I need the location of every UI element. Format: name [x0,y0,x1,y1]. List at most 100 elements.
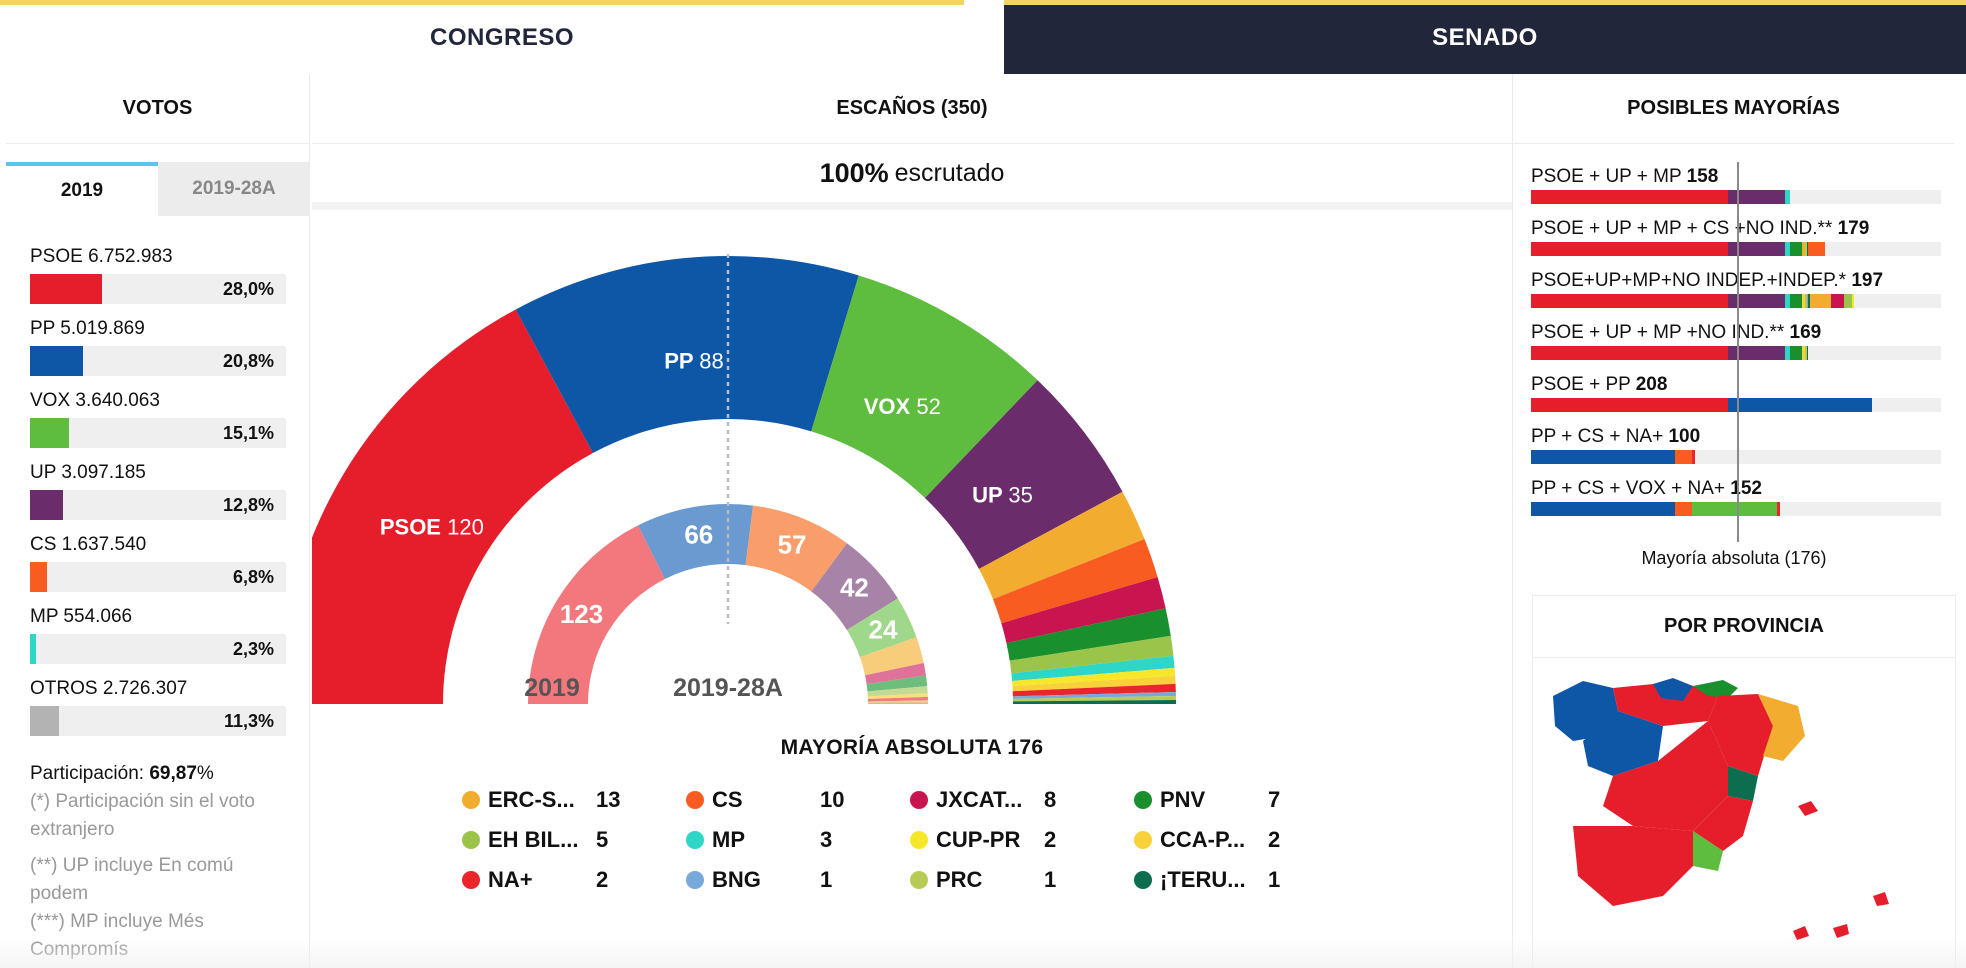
legend-count: 8 [1044,787,1057,812]
seat-arc-inner [859,637,924,676]
map-region-canarias-3 [1873,892,1889,906]
seat-arc-outer [515,256,859,454]
coalition-label: PSOE + UP + MP 158 [1531,166,1941,188]
legend-count: 2 [1044,827,1057,852]
coalition-bar-segment [1790,346,1802,360]
coalition-bar-segment [1727,242,1786,256]
note-up: (**) UP incluye En comú podem [30,855,234,904]
coalition-item: PSOE + UP + MP + CS +NO IND.** 179 [1531,218,1941,270]
map-region-catalonia [1758,694,1805,761]
coalition-total: 197 [1851,270,1884,291]
coalition-bar-segment [1675,450,1692,464]
map-region-south [1573,826,1693,906]
vote-bar-track: 15,1% [30,418,286,448]
votes-title: VOTOS [6,74,309,144]
spain-map[interactable] [1543,666,1943,956]
legend-party: PRC [936,867,983,892]
legend-count: 1 [1044,867,1057,892]
tab-year-2019-28a[interactable]: 2019-28A [158,162,310,216]
legend-dot [462,791,480,809]
legend-item: BNG 1 [686,866,910,894]
tab-senado[interactable]: SENADO [1004,0,1966,74]
map-region-murcia [1693,831,1723,871]
map-region-basque [1693,680,1738,698]
chamber-tabs: CONGRESO SENADO [0,0,1966,74]
legend-dot [462,871,480,889]
seat-arc-outer [1001,577,1166,644]
vote-pct: 6,8% [232,567,274,587]
coalition-item: PSOE + UP + MP +NO IND.** 169 [1531,322,1941,374]
coalition-total: 152 [1730,478,1762,499]
seat-arc-outer [1011,655,1175,682]
vote-party-label: PSOE 6.752.983 [30,246,173,267]
legend-party: PNV [1160,787,1206,812]
legend-dot [1134,791,1152,809]
vote-list: PSOE 6.752.983 28,0% PP 5.019.869 20,8% VOX … [30,246,292,750]
legend-dot [1134,831,1152,849]
seat-arc-outer [811,275,1038,499]
majority-threshold-line [1737,162,1739,542]
coalition-bar-segment [1785,242,1791,256]
legend-dot [910,831,928,849]
coalition-item: PSOE + PP 208 [1531,374,1941,426]
participation-unit: % [196,763,214,784]
majority-title-label: MAYORÍA ABSOLUTA [780,736,1002,759]
coalition-bar-segment [1777,502,1781,516]
legend-dot [1134,871,1152,889]
coalition-bar-segment [1790,294,1802,308]
legend-party: JXCAT... [936,787,1023,812]
coalition-label: PSOE + PP 208 [1531,374,1941,396]
seat-arc-outer [1009,635,1174,674]
vote-pct: 11,3% [223,711,274,731]
vote-bar-fill [30,634,36,664]
coalition-bar-segment [1727,190,1786,204]
legend-count: 2 [1268,827,1281,852]
map-region-center [1603,721,1728,831]
vote-pct: 20,8% [222,351,274,371]
seat-label-inner: 123 [560,599,603,629]
coalition-bar-segment [1790,242,1802,256]
majority-title: MAYORÍA ABSOLUTA 176 [312,736,1512,760]
seat-label-inner: 24 [869,614,898,644]
coalition-parties: PSOE + PP [1531,374,1636,395]
legend-party: BNG [712,867,761,892]
seat-label-outer: UP 35 [972,483,1033,508]
vote-pct: 15,1% [222,423,274,443]
seat-arc-outer [978,491,1145,600]
seat-arc-outer [1006,608,1171,661]
vote-bar-track: 20,8% [30,346,286,376]
year-tabs: 2019 2019-28A [6,162,310,216]
vote-party-label: UP 3.097.185 [30,462,146,483]
seat-arc-inner [866,675,928,692]
legend-count: 2 [596,867,609,892]
coalition-label: PSOE+UP+MP+NO INDEP.+INDEP.* 197 [1531,270,1941,292]
map-region-navarra-aragon [1708,694,1773,776]
vote-bar-fill [30,706,59,736]
map-region-castilla-pp [1583,711,1663,776]
vote-bar-track: 6,8% [30,562,286,592]
vote-item: UP 3.097.185 12,8% [30,462,292,534]
coalition-parties: PP + CS + NA+ [1531,426,1669,447]
coalition-bar-track [1531,398,1941,412]
vote-pct: 28,0% [222,279,274,299]
coalition-bar-segment [1806,242,1809,256]
seat-arc-outer [1012,675,1176,692]
vote-bar-fill [30,562,48,592]
coalition-bar-segment [1806,346,1809,360]
coalition-label: PP + CS + NA+ 100 [1531,426,1941,448]
vote-bar-fill [30,418,69,448]
legend-item: ERC-S... 13 [462,786,686,814]
coalition-bar-segment [1727,294,1786,308]
seat-arc-outer [1012,691,1176,699]
tab-year-2019[interactable]: 2019 [6,162,158,216]
participation-value: 69,87 [149,763,197,784]
coalition-bar-segment [1531,346,1728,360]
tab-congreso[interactable]: CONGRESO [0,0,1004,74]
coalition-bar-segment [1801,294,1805,308]
legend-item: CS 10 [686,786,910,814]
coalition-label: PSOE + UP + MP +NO IND.** 169 [1531,322,1941,344]
legend-count: 1 [1268,867,1281,892]
scrutiny-pct: 100% [819,157,889,188]
seat-label-inner: 66 [684,520,713,550]
coalition-bar-segment [1806,294,1809,308]
